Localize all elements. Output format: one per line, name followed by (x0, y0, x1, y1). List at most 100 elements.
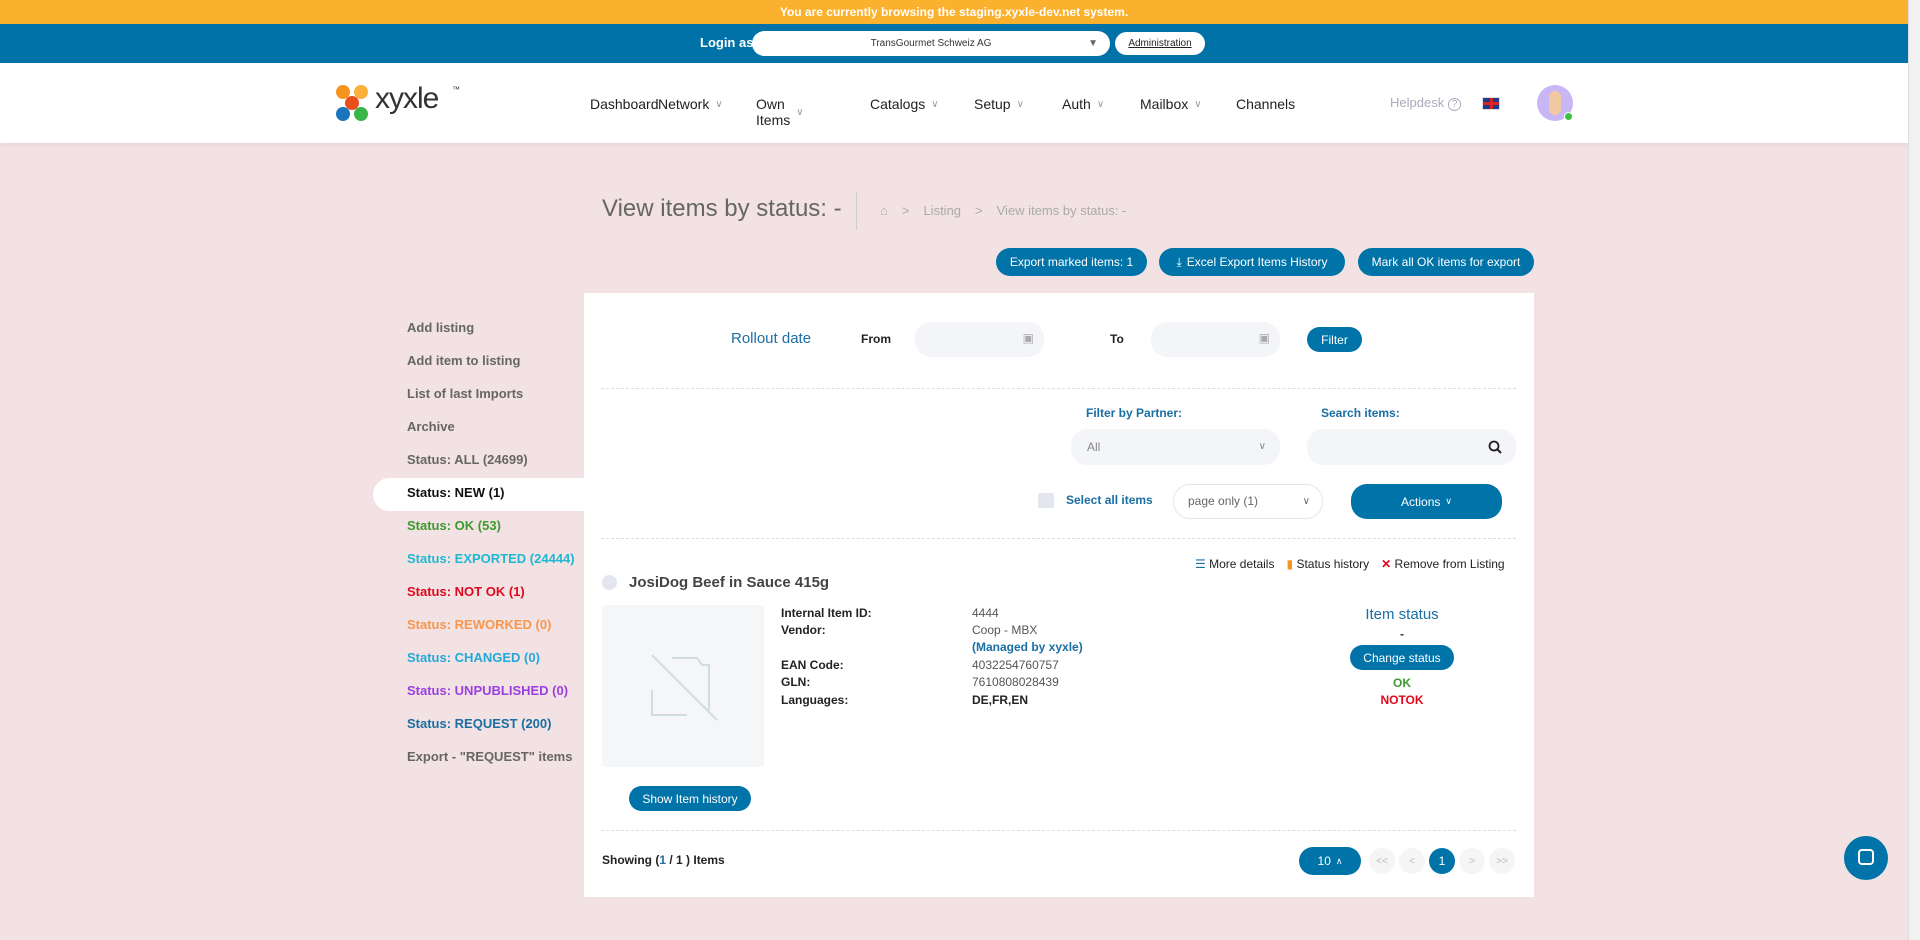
sidebar-item[interactable]: Add item to listing (407, 353, 521, 368)
chat-button[interactable] (1844, 836, 1888, 880)
login-company-select[interactable]: TransGourmet Schweiz AG ▼ (752, 31, 1110, 56)
actions-button[interactable]: Actions ∨ (1351, 484, 1502, 519)
nav-mailbox[interactable]: Mailbox ∨ (1140, 96, 1202, 112)
to-date-input[interactable]: ▣ (1151, 322, 1280, 357)
nav-own-items[interactable]: Own Items ∨ (756, 96, 804, 128)
close-icon: ✕ (1381, 557, 1392, 571)
partner-select[interactable]: All ∨ (1071, 429, 1280, 465)
detail-label: EAN Code: (781, 658, 844, 672)
page-title: View items by status: - (602, 195, 842, 222)
detail-value: 7610808028439 (972, 675, 1059, 689)
chevron-down-icon: ∨ (715, 98, 723, 110)
administration-button[interactable]: Administration (1115, 32, 1205, 55)
home-icon[interactable]: ⌂ (880, 203, 888, 218)
showing-pre: Showing ( (602, 853, 660, 867)
search-input[interactable] (1307, 429, 1516, 465)
nav-dashboard[interactable]: Dashboard (590, 96, 659, 112)
sidebar-active-pill (373, 478, 588, 511)
chevron-down-icon: ∨ (796, 106, 804, 118)
item-status-value: - (1400, 627, 1404, 641)
status-history-label: Status history (1296, 557, 1370, 571)
nav-label: Catalogs (870, 96, 926, 112)
detail-label: GLN: (781, 675, 811, 689)
logo-icon[interactable] (332, 83, 372, 123)
helpdesk-link[interactable]: Helpdesk ? (1390, 95, 1462, 111)
page-only-select[interactable]: page only (1) ∨ (1173, 484, 1323, 519)
remove-from-listing-link[interactable]: ✕ Remove from Listing (1381, 557, 1504, 571)
more-details-link[interactable]: ☰ More details (1195, 557, 1274, 571)
nav-label: Setup (974, 96, 1011, 112)
showing-current: 1 (659, 853, 667, 867)
nav-auth[interactable]: Auth ∨ (1062, 96, 1104, 112)
nav-setup[interactable]: Setup ∨ (974, 96, 1024, 112)
no-image-icon (651, 654, 718, 721)
detail-label: Internal Item ID: (781, 606, 872, 620)
login-company-value: TransGourmet Schweiz AG (870, 38, 992, 49)
divider (601, 830, 1516, 831)
status-history-link[interactable]: ▮ Status history (1286, 557, 1369, 571)
sidebar-item[interactable]: Status: EXPORTED (24444) (407, 551, 575, 566)
scrollbar[interactable] (1908, 0, 1920, 940)
sidebar-item[interactable]: Status: NEW (1) (407, 485, 505, 500)
sidebar-item[interactable]: Export - "REQUEST" items (407, 749, 573, 764)
detail-value: 4032254760757 (972, 658, 1059, 672)
sidebar-item[interactable]: Status: REWORKED (0) (407, 617, 552, 632)
excel-export-label: Excel Export Items History (1186, 255, 1328, 269)
calendar-icon[interactable]: ▣ (1258, 331, 1270, 345)
caret-down-icon: ▼ (1088, 38, 1098, 49)
item-image-placeholder (602, 605, 764, 767)
filter-button[interactable]: Filter (1307, 327, 1362, 352)
item-status-title: Item status (1365, 606, 1439, 623)
sidebar-item[interactable]: Archive (407, 419, 455, 434)
nav-label: Dashboard (590, 96, 659, 112)
export-marked-button[interactable]: Export marked items: 1 (996, 248, 1147, 276)
breadcrumb-current: View items by status: - (996, 203, 1127, 218)
nav-catalogs[interactable]: Catalogs ∨ (870, 96, 939, 112)
nav-network[interactable]: Network ∨ (658, 96, 723, 112)
status-ok-option[interactable]: OK (1393, 676, 1411, 690)
status-notok-option[interactable]: NOTOK (1380, 693, 1424, 707)
excel-export-button[interactable]: ⤓ Excel Export Items History (1159, 248, 1345, 276)
page-1-button[interactable]: 1 (1429, 848, 1455, 874)
show-item-history-button[interactable]: Show Item history (629, 786, 751, 811)
login-as-label: Login as (700, 35, 754, 50)
item-select-radio[interactable] (602, 575, 617, 590)
avatar[interactable] (1537, 85, 1573, 121)
sidebar-item[interactable]: Status: CHANGED (0) (407, 650, 540, 665)
per-page-select[interactable]: 10 ∧ (1299, 847, 1361, 875)
detail-value: 4444 (972, 606, 999, 620)
change-status-button[interactable]: Change status (1350, 645, 1454, 670)
helpdesk-label: Helpdesk (1390, 95, 1445, 110)
nav-channels[interactable]: Channels (1236, 96, 1295, 112)
more-details-label: More details (1209, 557, 1275, 571)
sidebar-item[interactable]: List of last Imports (407, 386, 524, 401)
sidebar-item[interactable]: Status: OK (53) (407, 518, 501, 533)
chevron-down-icon: ∨ (1302, 496, 1310, 507)
managed-by-link[interactable]: (Managed by xyxle) (972, 640, 1083, 654)
sidebar-item[interactable]: Status: REQUEST (200) (407, 716, 552, 731)
select-all-checkbox[interactable] (1038, 493, 1054, 508)
staging-banner: You are currently browsing the staging.x… (0, 0, 1908, 24)
first-page-button[interactable]: << (1369, 848, 1395, 874)
sidebar-item[interactable]: Status: ALL (24699) (407, 452, 528, 467)
prev-page-button[interactable]: < (1399, 848, 1425, 874)
next-page-button[interactable]: > (1459, 848, 1485, 874)
from-date-input[interactable]: ▣ (915, 322, 1044, 357)
login-bar: Login as TransGourmet Schweiz AG ▼ Admini… (0, 24, 1908, 63)
chevron-down-icon: ∨ (1445, 496, 1452, 506)
divider (601, 388, 1516, 389)
chevron-down-icon: ∨ (931, 98, 939, 110)
calendar-icon[interactable]: ▣ (1022, 331, 1034, 345)
breadcrumb-listing[interactable]: Listing (923, 203, 962, 218)
showing-post: / 1 ) Items (666, 853, 725, 867)
help-icon: ? (1447, 98, 1462, 111)
uk-flag-icon[interactable] (1482, 97, 1500, 110)
sidebar-item[interactable]: Add listing (407, 320, 475, 335)
search-icon[interactable] (1488, 440, 1502, 454)
last-page-button[interactable]: >> (1489, 848, 1515, 874)
item-name: JosiDog Beef in Sauce 415g (629, 574, 830, 591)
select-all-label[interactable]: Select all items (1066, 493, 1153, 507)
mark-all-ok-button[interactable]: Mark all OK items for export (1358, 248, 1534, 276)
sidebar-item[interactable]: Status: UNPUBLISHED (0) (407, 683, 569, 698)
sidebar-item[interactable]: Status: NOT OK (1) (407, 584, 525, 599)
